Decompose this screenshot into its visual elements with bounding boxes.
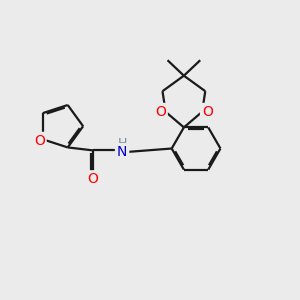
Text: O: O <box>155 105 166 119</box>
Text: O: O <box>88 172 98 186</box>
Text: O: O <box>202 105 213 119</box>
Text: O: O <box>34 134 45 148</box>
Text: N: N <box>117 145 127 159</box>
Text: H: H <box>117 137 127 150</box>
